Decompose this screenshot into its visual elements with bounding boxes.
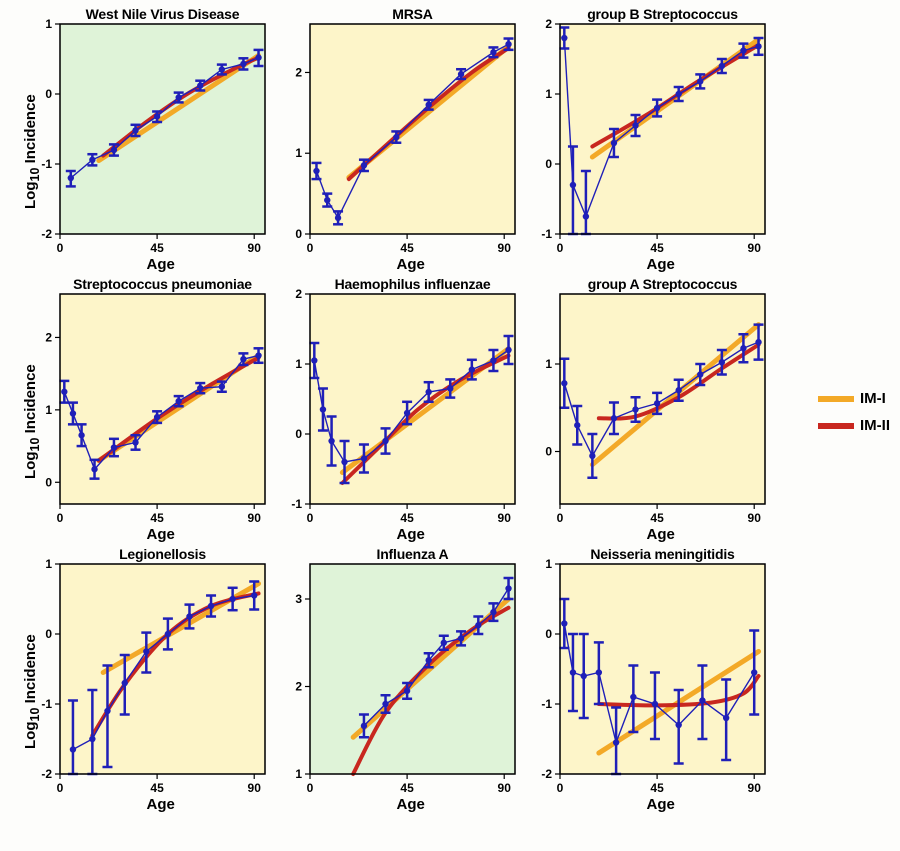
svg-text:0: 0 bbox=[307, 241, 314, 255]
svg-text:3: 3 bbox=[295, 592, 302, 606]
svg-text:0: 0 bbox=[557, 241, 564, 255]
svg-text:1: 1 bbox=[295, 357, 302, 371]
panel-title: Neisseria meningitidis bbox=[560, 546, 765, 562]
panel-title: Legionellosis bbox=[60, 546, 265, 562]
legend: IM-I IM-II bbox=[818, 390, 890, 444]
svg-text:0: 0 bbox=[545, 445, 552, 459]
figure-root: Log10 IncidenceAgeWest Nile Virus Diseas… bbox=[0, 0, 900, 851]
svg-text:0: 0 bbox=[545, 627, 552, 641]
svg-text:0: 0 bbox=[45, 87, 52, 101]
svg-text:2: 2 bbox=[295, 287, 302, 301]
svg-text:45: 45 bbox=[400, 511, 414, 525]
panel-title: MRSA bbox=[310, 6, 515, 22]
panel: Influenza A12304590 bbox=[310, 564, 515, 774]
svg-text:45: 45 bbox=[150, 241, 164, 255]
svg-text:0: 0 bbox=[45, 627, 52, 641]
legend-swatch bbox=[818, 423, 854, 429]
svg-text:-1: -1 bbox=[291, 497, 302, 511]
svg-text:90: 90 bbox=[498, 241, 512, 255]
panel: Legionellosis-2-10104590 bbox=[60, 564, 265, 774]
svg-text:90: 90 bbox=[248, 241, 262, 255]
svg-text:-2: -2 bbox=[541, 767, 552, 781]
svg-text:0: 0 bbox=[295, 427, 302, 441]
panel: Haemophilus influenzae-101204590 bbox=[310, 294, 515, 504]
svg-text:0: 0 bbox=[45, 475, 52, 489]
panel: MRSA01204590 bbox=[310, 24, 515, 234]
svg-text:45: 45 bbox=[400, 241, 414, 255]
svg-text:1: 1 bbox=[295, 146, 302, 160]
svg-text:90: 90 bbox=[498, 781, 512, 795]
svg-text:1: 1 bbox=[45, 557, 52, 571]
svg-text:-2: -2 bbox=[41, 227, 52, 241]
y-axis-label: Log10 Incidence bbox=[22, 634, 42, 749]
svg-text:1: 1 bbox=[545, 357, 552, 371]
svg-text:-1: -1 bbox=[41, 157, 52, 171]
svg-text:1: 1 bbox=[45, 17, 52, 31]
legend-label: IM-I bbox=[860, 390, 886, 407]
svg-text:45: 45 bbox=[150, 511, 164, 525]
svg-text:90: 90 bbox=[748, 781, 762, 795]
svg-text:90: 90 bbox=[498, 511, 512, 525]
svg-text:1: 1 bbox=[295, 767, 302, 781]
panel-title: group A Streptococcus bbox=[560, 276, 765, 292]
panel-title: group B Streptococcus bbox=[560, 6, 765, 22]
legend-label: IM-II bbox=[860, 417, 890, 434]
panel: group B Streptococcus-101204590 bbox=[560, 24, 765, 234]
svg-text:1: 1 bbox=[545, 87, 552, 101]
panel: group A Streptococcus0104590 bbox=[560, 294, 765, 504]
svg-text:0: 0 bbox=[295, 227, 302, 241]
svg-text:0: 0 bbox=[307, 511, 314, 525]
legend-item: IM-I bbox=[818, 390, 890, 407]
y-axis-label: Log10 Incidence bbox=[22, 94, 42, 209]
svg-text:1: 1 bbox=[45, 403, 52, 417]
svg-text:2: 2 bbox=[295, 65, 302, 79]
y-axis-label: Log10 Incidence bbox=[22, 364, 42, 479]
svg-text:0: 0 bbox=[57, 241, 64, 255]
svg-text:1: 1 bbox=[545, 557, 552, 571]
svg-text:0: 0 bbox=[307, 781, 314, 795]
svg-text:0: 0 bbox=[557, 781, 564, 795]
svg-text:45: 45 bbox=[150, 781, 164, 795]
svg-text:-1: -1 bbox=[41, 697, 52, 711]
svg-text:-1: -1 bbox=[541, 697, 552, 711]
panel-title: Streptococcus pneumoniae bbox=[60, 276, 265, 292]
legend-item: IM-II bbox=[818, 417, 890, 434]
panel: Neisseria meningitidis-2-10104590 bbox=[560, 564, 765, 774]
panel-title: Influenza A bbox=[310, 546, 515, 562]
svg-text:2: 2 bbox=[545, 17, 552, 31]
svg-text:-1: -1 bbox=[541, 227, 552, 241]
svg-text:2: 2 bbox=[295, 680, 302, 694]
panel: Streptococcus pneumoniae01204590 bbox=[60, 294, 265, 504]
legend-swatch bbox=[818, 396, 854, 402]
svg-text:2: 2 bbox=[45, 330, 52, 344]
svg-text:0: 0 bbox=[557, 511, 564, 525]
panel: West Nile Virus Disease-2-10104590 bbox=[60, 24, 265, 234]
svg-text:0: 0 bbox=[545, 157, 552, 171]
svg-text:45: 45 bbox=[650, 241, 664, 255]
svg-text:0: 0 bbox=[57, 781, 64, 795]
svg-text:0: 0 bbox=[57, 511, 64, 525]
panel-title: Haemophilus influenzae bbox=[310, 276, 515, 292]
svg-text:90: 90 bbox=[748, 241, 762, 255]
panel-title: West Nile Virus Disease bbox=[60, 6, 265, 22]
svg-text:45: 45 bbox=[400, 781, 414, 795]
svg-text:45: 45 bbox=[650, 781, 664, 795]
svg-text:-2: -2 bbox=[41, 767, 52, 781]
svg-text:90: 90 bbox=[248, 511, 262, 525]
svg-text:90: 90 bbox=[248, 781, 262, 795]
svg-text:45: 45 bbox=[650, 511, 664, 525]
svg-text:90: 90 bbox=[748, 511, 762, 525]
